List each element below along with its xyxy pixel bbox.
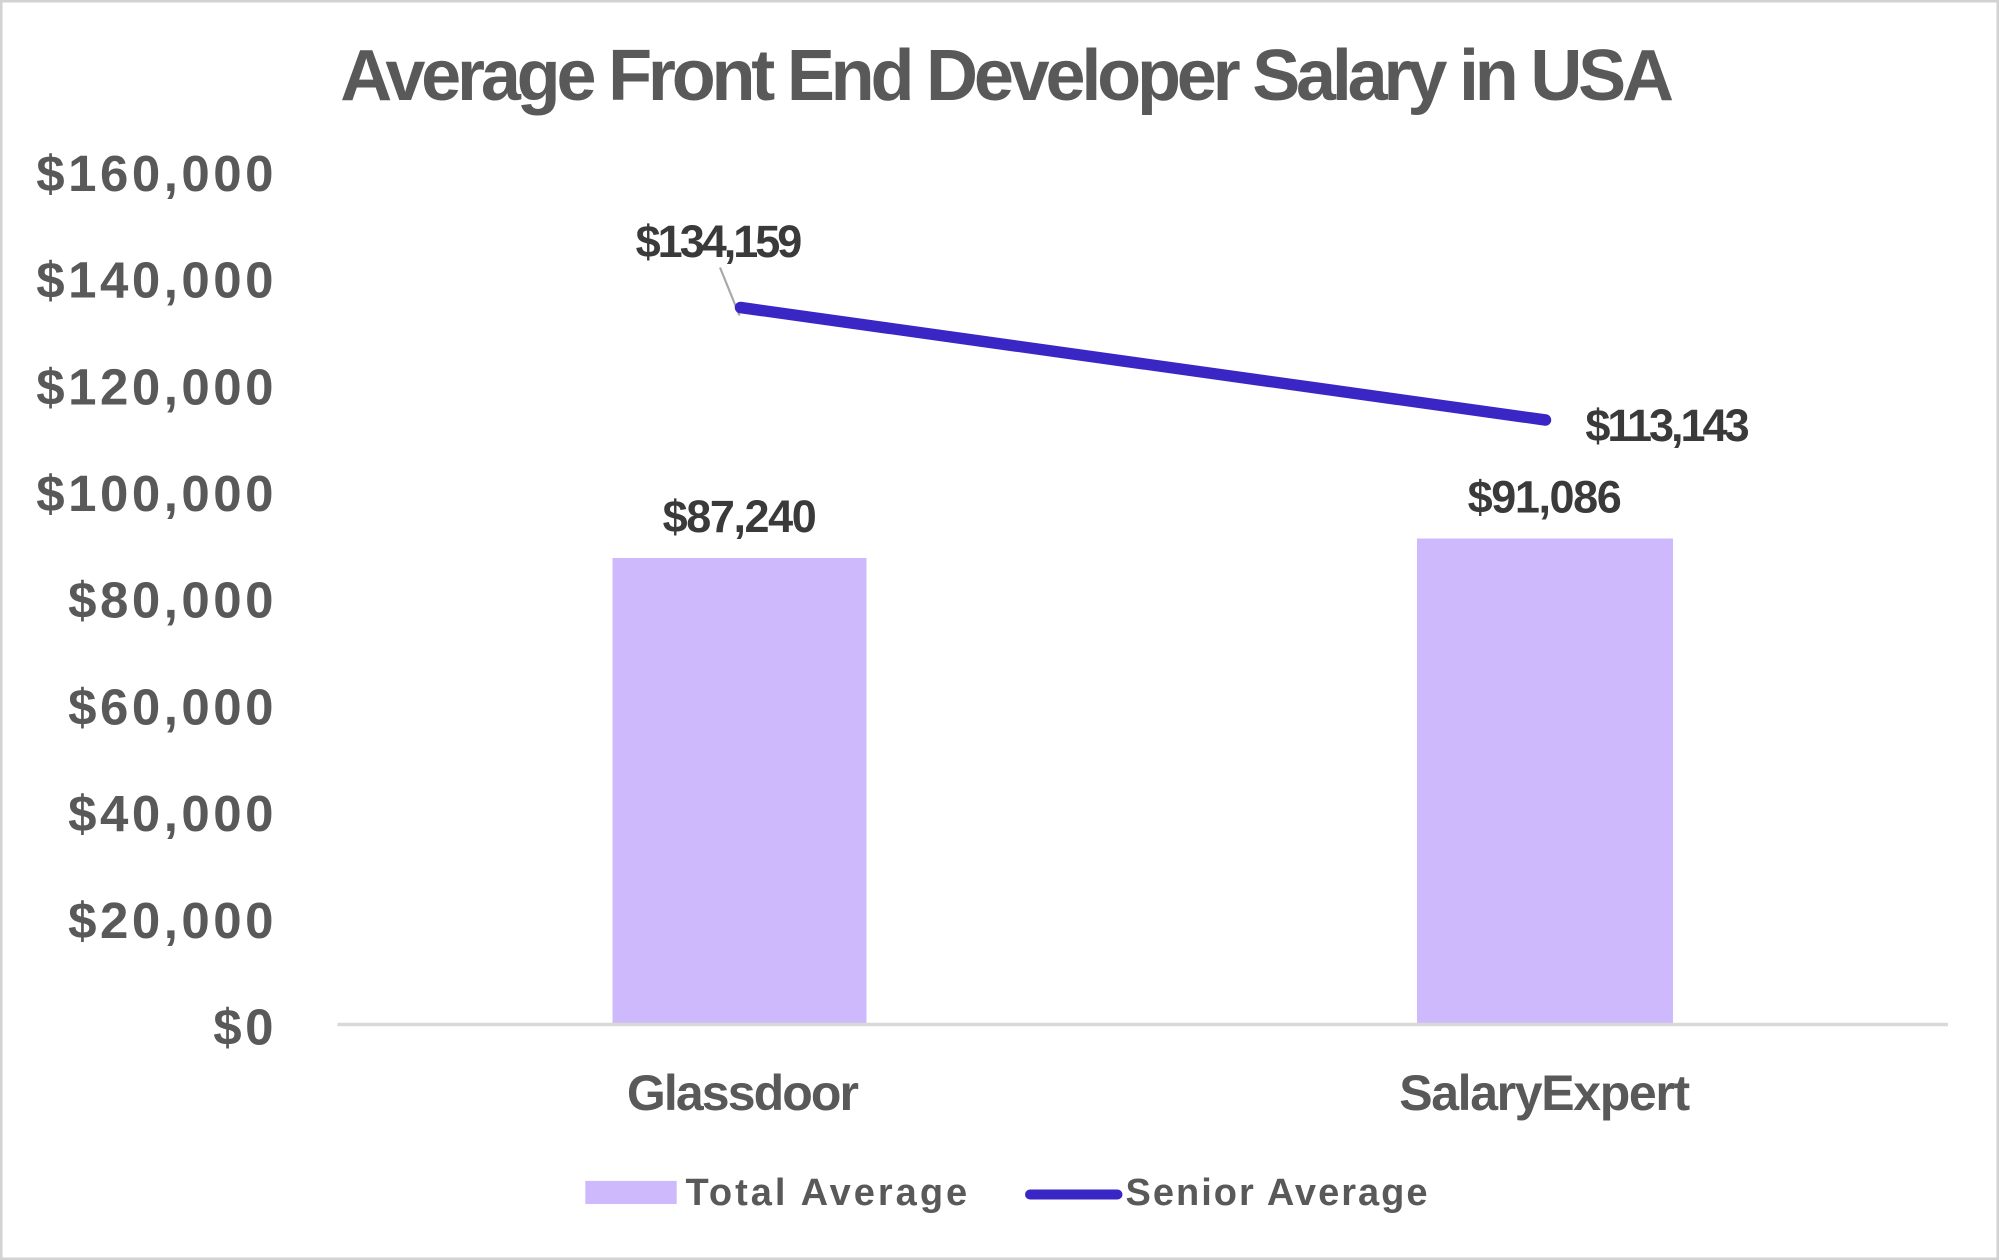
svg-text:$100,000: $100,000 <box>36 465 277 522</box>
svg-text:$60,000: $60,000 <box>68 678 277 735</box>
svg-text:$0: $0 <box>213 999 277 1056</box>
svg-text:Glassdoor: Glassdoor <box>627 1065 859 1121</box>
svg-text:$120,000: $120,000 <box>36 358 277 415</box>
svg-text:$87,240: $87,240 <box>663 491 816 542</box>
svg-text:Senior Average: Senior Average <box>1126 1172 1430 1214</box>
svg-text:$20,000: $20,000 <box>68 892 277 949</box>
svg-text:SalaryExpert: SalaryExpert <box>1399 1065 1690 1121</box>
svg-text:$140,000: $140,000 <box>36 252 277 309</box>
svg-text:$40,000: $40,000 <box>68 785 277 842</box>
svg-text:Average Front End Developer Sa: Average Front End Developer Salary in US… <box>340 36 1673 116</box>
svg-text:$160,000: $160,000 <box>36 145 277 202</box>
svg-text:$80,000: $80,000 <box>68 572 277 629</box>
svg-text:$91,086: $91,086 <box>1468 472 1621 523</box>
svg-text:$113,143: $113,143 <box>1585 400 1748 451</box>
svg-text:Total Average: Total Average <box>686 1172 971 1214</box>
svg-text:$134,159: $134,159 <box>636 216 802 267</box>
